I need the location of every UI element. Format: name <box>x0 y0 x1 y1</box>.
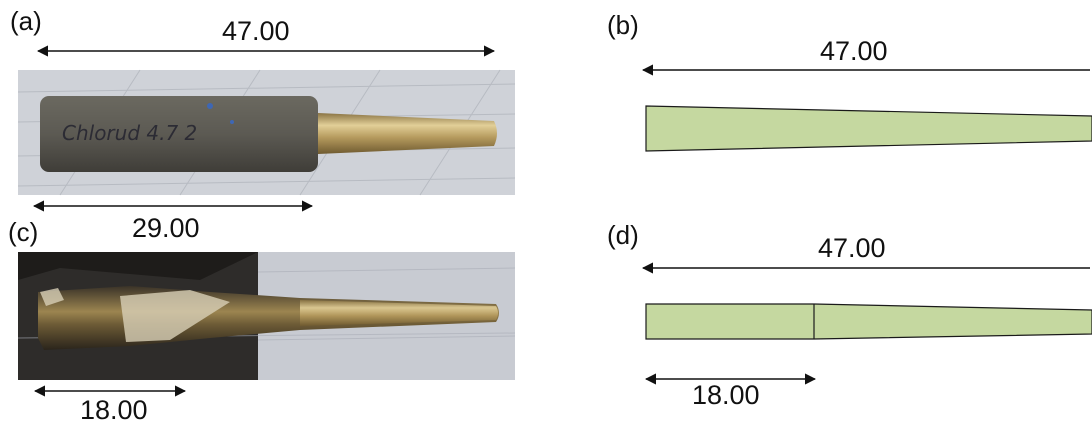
panel-a-overall-dimension-label: 47.00 <box>222 16 290 46</box>
panel-c-photo <box>17 252 516 380</box>
tapered-model-two-section <box>645 303 1092 340</box>
panel-a-section-dimension-label: 29.00 <box>132 213 200 243</box>
panel-d-overall-dimension-label: 47.00 <box>818 233 886 263</box>
panel-b-label: (b) <box>607 10 639 40</box>
panel-c-label: (c) <box>8 217 38 247</box>
panel-d: (d) 47.00 18.00 <box>607 220 1092 410</box>
panel-b-overall-dimension-label: 47.00 <box>820 36 888 66</box>
panel-c: (c) 29.00 18.00 <box>8 213 516 423</box>
clay-sleeve <box>40 96 318 172</box>
panel-a-label: (a) <box>10 6 42 36</box>
panel-a-photo: Chlorud 4.7 2 <box>17 69 516 196</box>
handwriting: Chlorud 4.7 2 <box>62 121 197 145</box>
brass-tip <box>318 113 497 154</box>
panel-c-section-dimension-label: 18.00 <box>80 395 148 423</box>
panel-d-label: (d) <box>607 220 639 250</box>
tapered-model-uniform <box>645 105 1092 152</box>
panel-b: (b) 47.00 <box>607 10 1092 152</box>
panel-d-section-dimension-label: 18.00 <box>692 380 760 410</box>
panel-a: (a) 47.00 Chlorud 4.7 2 <box>10 6 516 212</box>
